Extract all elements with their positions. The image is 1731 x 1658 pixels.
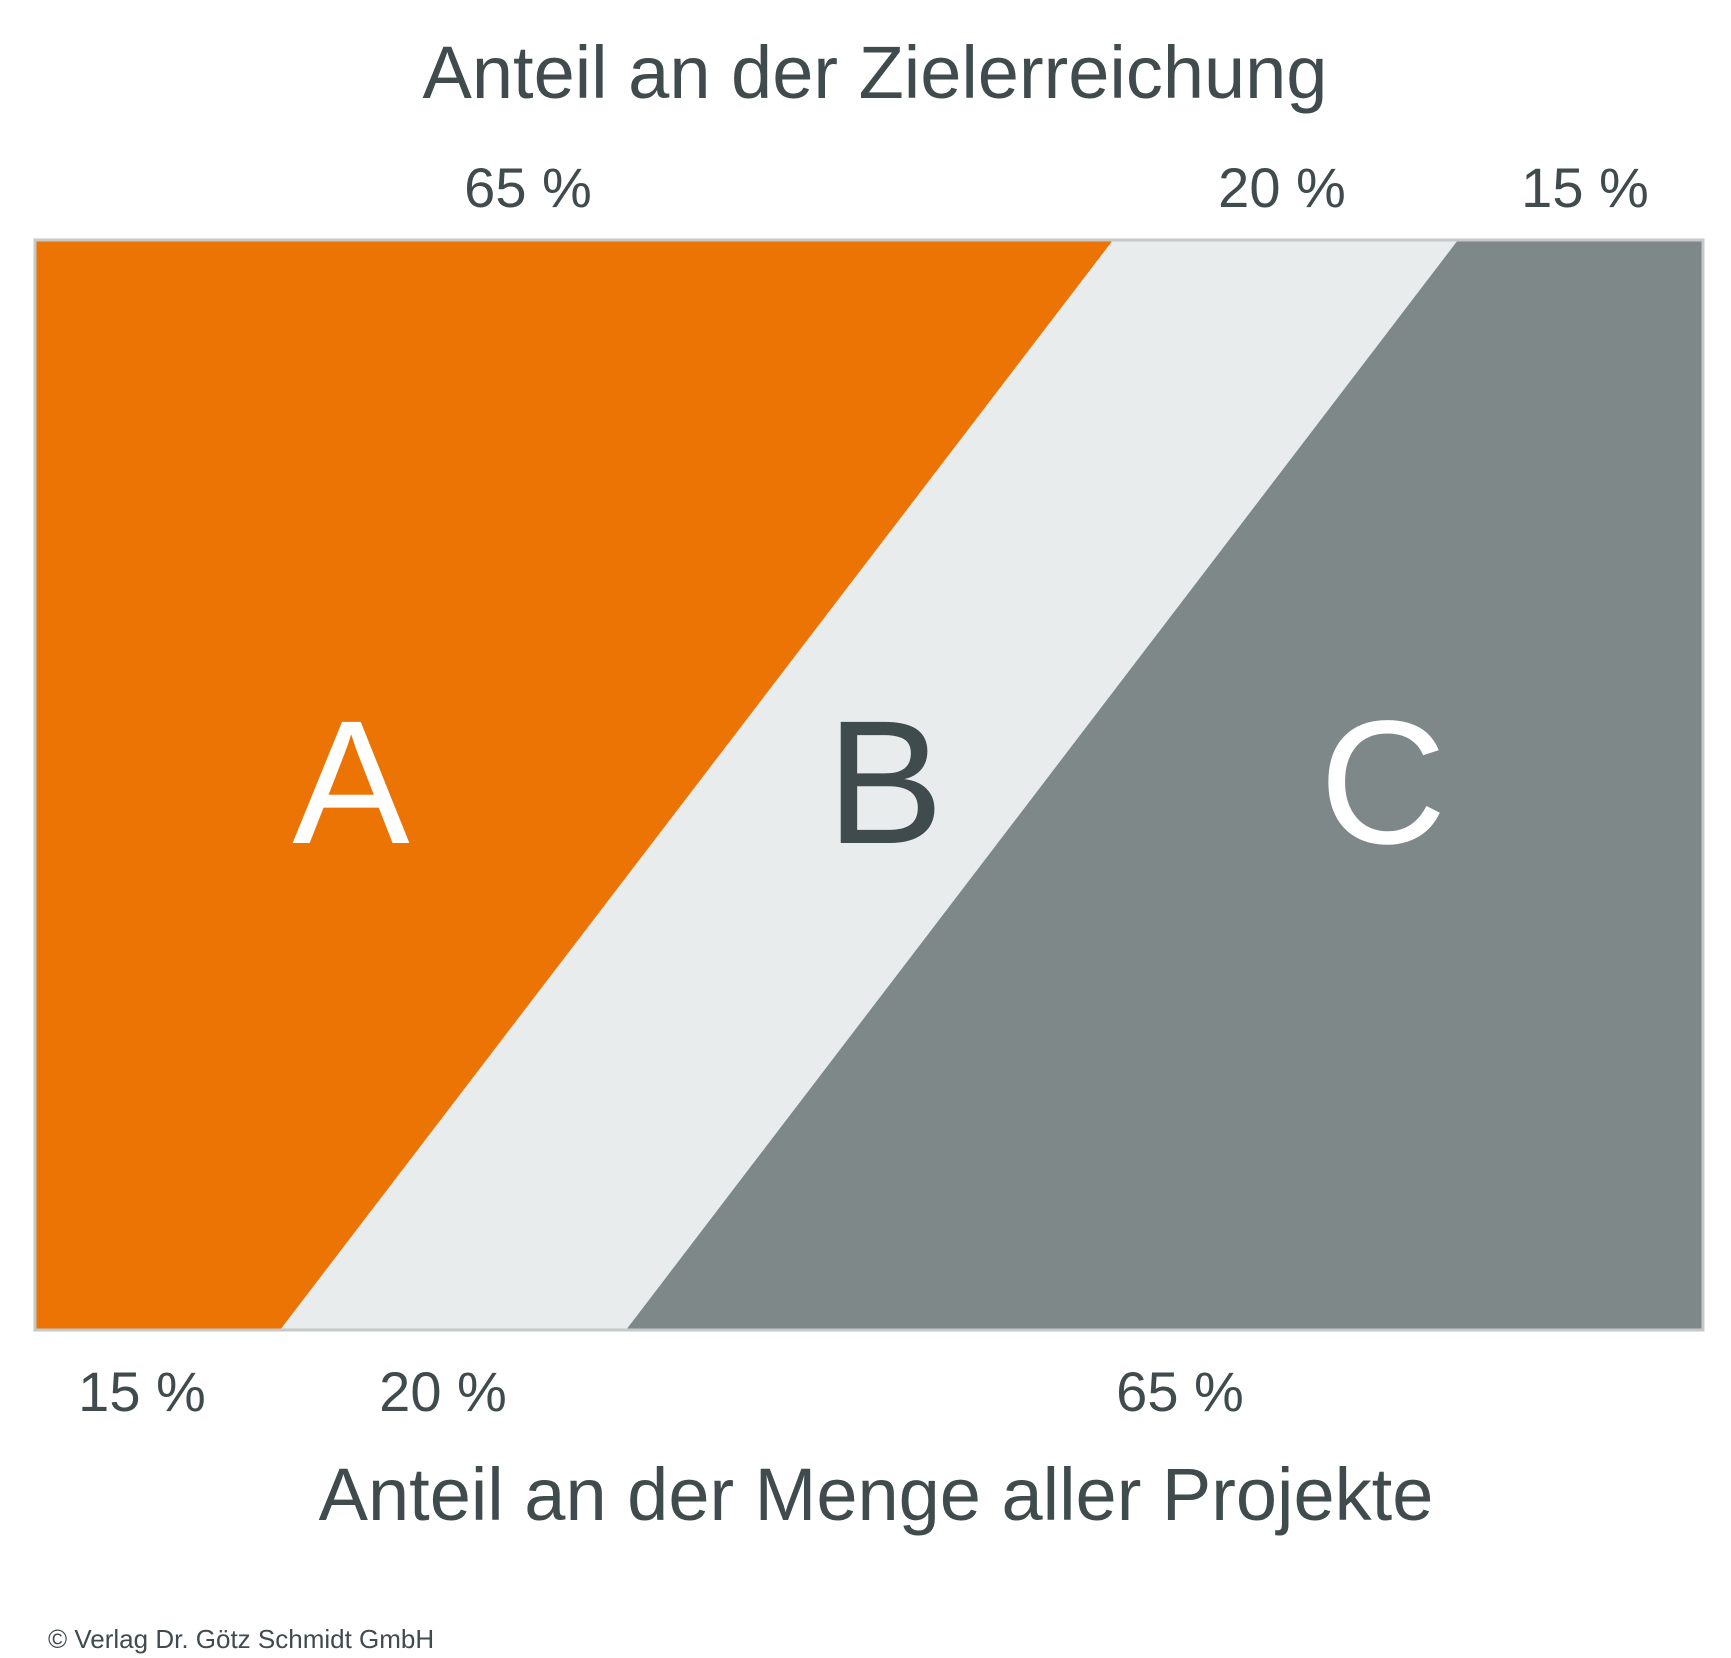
bottom-label-a: 15 % bbox=[78, 1360, 206, 1423]
top-label-a: 65 % bbox=[464, 156, 592, 219]
letter-b: B bbox=[826, 685, 943, 881]
top-label-b: 20 % bbox=[1218, 156, 1346, 219]
letter-a: A bbox=[292, 685, 410, 881]
top-label-c: 15 % bbox=[1521, 156, 1649, 219]
region-a bbox=[35, 240, 1113, 1330]
letter-c: C bbox=[1319, 685, 1446, 881]
copyright-note: © Verlag Dr. Götz Schmidt GmbH bbox=[48, 1624, 434, 1654]
bottom-label-c: 65 % bbox=[1116, 1360, 1244, 1423]
bottom-label-b: 20 % bbox=[379, 1360, 507, 1423]
top-axis-title: Anteil an der Zielerreichung bbox=[423, 31, 1328, 114]
bottom-axis-title: Anteil an der Menge aller Projekte bbox=[319, 1453, 1434, 1536]
diagram-frame bbox=[33, 238, 1705, 1332]
